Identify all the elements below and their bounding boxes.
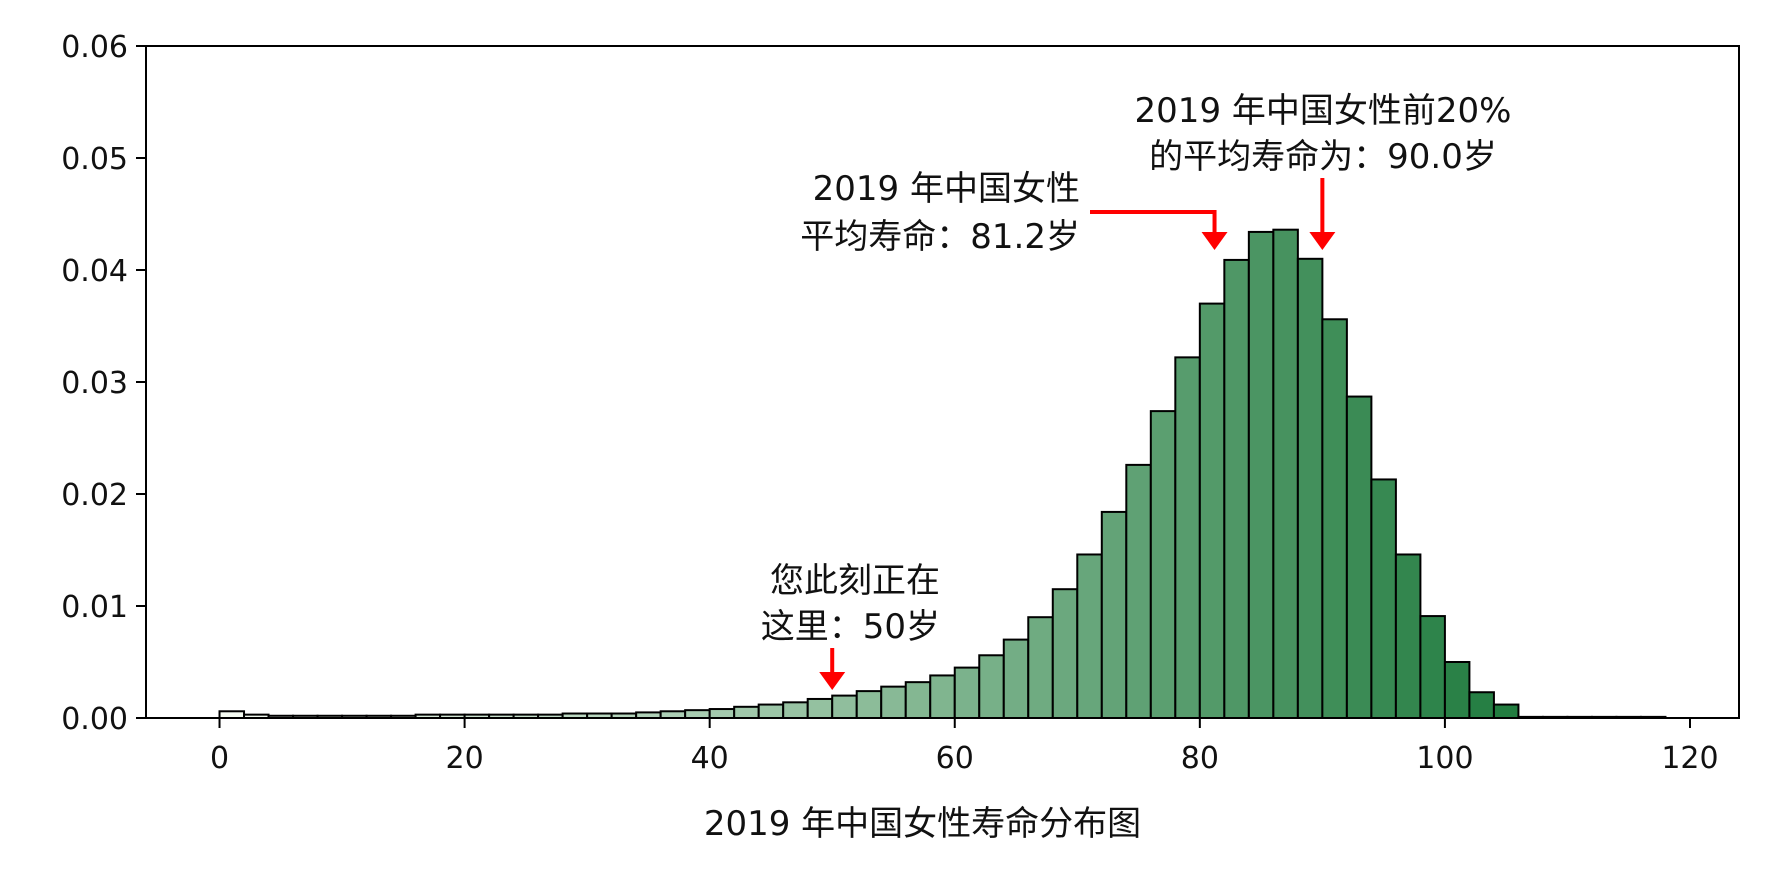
annotation-top20-age-line1: 2019 年中国女性前20% <box>1135 91 1512 131</box>
y-tick-label: 0.04 <box>61 254 128 289</box>
x-tick-label: 40 <box>691 741 729 776</box>
y-tick-label: 0.03 <box>61 366 128 401</box>
arrow-head <box>1201 232 1228 250</box>
y-tick-label: 0.02 <box>61 478 128 513</box>
histogram-bar <box>1345 395 1373 719</box>
arrow-head <box>819 672 846 690</box>
histogram-bar <box>733 705 760 719</box>
histogram-bar <box>1272 228 1299 719</box>
x-tick-label: 120 <box>1661 741 1718 776</box>
annotation-top20-age-line2: 的平均寿命为：90.0岁 <box>1149 137 1497 177</box>
x-tick-label: 60 <box>936 741 974 776</box>
arrow-head <box>1309 232 1336 250</box>
histogram-bar <box>1394 553 1422 719</box>
x-axis: 0 20 40 60 80 100 120 <box>210 718 1719 776</box>
annotation-current-age: 您此刻正在 这里：50岁 <box>761 561 940 690</box>
histogram-bar <box>978 654 1005 720</box>
histogram-bar <box>782 701 809 720</box>
plot-frame <box>145 45 1740 719</box>
x-tick-label: 100 <box>1416 741 1473 776</box>
arrow-top20-age <box>1309 178 1336 250</box>
histogram-bar <box>1419 615 1446 720</box>
histogram-bar <box>929 674 956 720</box>
histogram-bar <box>684 709 711 719</box>
y-tick-label: 0.05 <box>61 142 128 177</box>
y-axis: 0.00 0.01 0.02 0.03 0.04 0.05 0.06 <box>61 30 146 737</box>
arrow-mean-age <box>1090 210 1228 250</box>
annotation-mean-age: 2019 年中国女性 平均寿命：81.2岁 <box>800 169 1228 257</box>
histogram-bar <box>1051 588 1079 720</box>
histogram-bar <box>1370 478 1397 719</box>
histogram-bar <box>1296 257 1324 719</box>
histogram-bar <box>1100 510 1128 720</box>
x-axis-title: 2019 年中国女性寿命分布图 <box>704 804 1141 844</box>
histogram-bar <box>218 710 246 720</box>
annotation-top20-age: 2019 年中国女性前20% 的平均寿命为：90.0岁 <box>1135 91 1512 250</box>
histogram-bar <box>1002 638 1030 719</box>
histogram-bar <box>1468 691 1495 719</box>
histogram-bar <box>708 708 736 719</box>
histogram-bar <box>1076 553 1103 719</box>
histogram-bar <box>904 681 932 719</box>
histogram-bar <box>806 697 834 720</box>
annotation-mean-age-line1: 2019 年中国女性 <box>813 169 1080 209</box>
y-tick-label: 0.01 <box>61 590 128 625</box>
histogram-bar <box>1027 616 1054 720</box>
histogram-bar <box>1149 410 1177 719</box>
histogram-bar <box>1247 230 1275 719</box>
arrow-current-age <box>819 648 846 690</box>
annotation-current-age-line1: 您此刻正在 <box>770 561 940 601</box>
x-tick-label: 20 <box>446 741 484 776</box>
histogram-bar <box>1443 661 1471 719</box>
annotation-mean-age-line2: 平均寿命：81.2岁 <box>800 217 1080 257</box>
histogram-bar <box>1125 463 1152 719</box>
y-tick-label: 0.00 <box>61 702 128 737</box>
annotation-current-age-line2: 这里：50岁 <box>761 607 940 647</box>
x-tick-label: 0 <box>210 741 229 776</box>
histogram-bar <box>1492 703 1520 719</box>
x-tick-label: 80 <box>1181 741 1219 776</box>
arrow-shaft <box>1090 210 1217 232</box>
histogram-bar <box>1198 302 1226 719</box>
histogram-bar <box>757 703 785 719</box>
histogram-bar <box>831 694 858 719</box>
bars-group <box>218 228 1667 720</box>
histogram-bar <box>880 685 907 720</box>
histogram-bar <box>1321 318 1348 719</box>
histogram-bar <box>855 690 883 719</box>
histogram-bar <box>953 666 981 719</box>
histogram-bar <box>1223 258 1250 719</box>
histogram-bar <box>659 710 687 720</box>
histogram-bar <box>1174 356 1201 719</box>
y-tick-label: 0.06 <box>61 30 128 65</box>
